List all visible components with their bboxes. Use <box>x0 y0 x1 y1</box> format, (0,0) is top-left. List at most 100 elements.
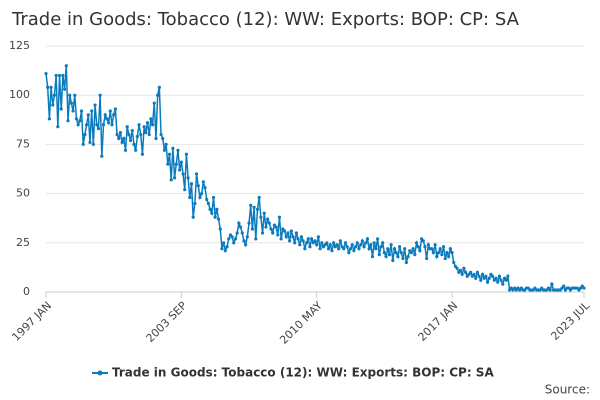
source-label: Source: <box>545 383 590 397</box>
data-point <box>189 182 194 186</box>
data-point <box>289 229 293 233</box>
data-point <box>73 93 77 97</box>
data-point <box>250 227 255 231</box>
data-point <box>188 195 192 200</box>
data-point <box>150 123 155 127</box>
data-point <box>370 254 375 259</box>
data-point <box>433 243 437 247</box>
y-tick-label: 75 <box>16 137 30 150</box>
data-point <box>244 243 248 247</box>
data-point <box>46 85 50 89</box>
data-point <box>335 243 339 247</box>
data-point <box>156 93 160 97</box>
data-point <box>301 239 305 243</box>
data-point <box>134 148 138 152</box>
data-point <box>193 201 197 206</box>
data-point <box>176 148 180 152</box>
data-point <box>404 260 408 265</box>
data-point <box>181 172 185 176</box>
data-point <box>310 237 314 241</box>
data-point <box>296 237 300 241</box>
data-point <box>215 207 219 211</box>
data-point <box>103 113 107 117</box>
data-point <box>218 227 222 231</box>
data-point <box>130 129 134 133</box>
data-point <box>222 241 226 245</box>
data-point <box>78 119 82 123</box>
data-point <box>274 225 278 229</box>
data-point <box>225 245 229 249</box>
data-point <box>375 237 380 241</box>
data-point <box>501 282 505 286</box>
data-point <box>113 107 117 111</box>
data-point <box>232 241 236 245</box>
data-point <box>337 247 341 251</box>
data-point <box>450 251 454 255</box>
data-point <box>411 247 415 251</box>
data-point <box>480 272 485 276</box>
data-point <box>438 247 442 251</box>
data-point <box>63 87 67 91</box>
data-point <box>474 276 478 280</box>
data-point <box>372 241 376 245</box>
data-point <box>254 237 258 241</box>
data-point <box>562 284 566 288</box>
data-point <box>436 251 441 255</box>
data-point <box>145 121 150 125</box>
data-point <box>257 195 261 200</box>
data-point <box>264 225 268 229</box>
data-point <box>391 258 395 263</box>
data-point <box>166 162 170 166</box>
data-point <box>318 247 322 251</box>
data-point <box>247 221 251 225</box>
data-point <box>164 142 168 146</box>
data-point <box>149 117 153 121</box>
data-point <box>120 140 124 145</box>
data-point <box>413 253 417 257</box>
data-point <box>227 237 231 241</box>
data-point <box>179 160 183 164</box>
data-point <box>381 241 385 245</box>
data-point <box>98 93 102 97</box>
data-point <box>409 251 414 255</box>
data-point <box>472 272 476 276</box>
data-point <box>96 127 101 131</box>
data-point <box>240 231 244 235</box>
data-point <box>184 152 189 156</box>
data-point <box>485 280 490 284</box>
y-tick-label: 100 <box>9 88 30 101</box>
data-point <box>49 85 53 89</box>
data-point <box>93 103 97 107</box>
data-point <box>186 176 190 180</box>
data-point <box>157 85 161 89</box>
data-point <box>386 247 390 251</box>
data-point <box>392 247 397 251</box>
legend-marker <box>97 370 103 376</box>
data-point <box>460 272 464 276</box>
data-point <box>504 278 508 282</box>
data-point <box>328 243 332 247</box>
data-point <box>343 241 348 245</box>
data-point <box>59 107 63 111</box>
data-point <box>443 256 447 261</box>
data-point <box>299 235 304 239</box>
data-point <box>463 270 468 274</box>
data-point <box>242 239 246 243</box>
data-point <box>384 254 388 259</box>
y-tick-label: 50 <box>16 187 30 200</box>
data-point <box>499 278 503 282</box>
data-point <box>357 247 361 251</box>
data-point <box>462 266 466 270</box>
data-point <box>198 195 202 200</box>
data-point <box>455 266 459 270</box>
data-point <box>206 201 211 206</box>
data-point <box>152 101 156 105</box>
data-point <box>313 239 317 243</box>
data-point <box>320 241 324 245</box>
data-point <box>338 239 342 243</box>
data-point <box>200 192 204 196</box>
data-point <box>364 241 368 245</box>
data-point <box>332 241 336 245</box>
data-point <box>479 278 483 282</box>
